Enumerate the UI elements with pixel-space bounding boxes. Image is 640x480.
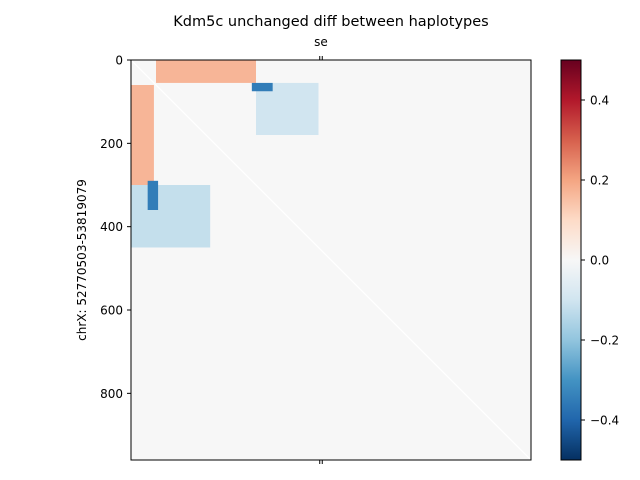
heatmap-patch-left-stripe-positive [131, 85, 154, 185]
colorbar [560, 59, 582, 461]
y-axis-label: chrX: 52770503-53819079 [75, 179, 89, 341]
heatmap-patch-col-stripe-negative-dark [147, 180, 159, 210]
y-tick-label: 200 [100, 137, 123, 151]
top-tick-label: se [314, 35, 328, 49]
heatmap-patch-col-stripe-negative [131, 185, 211, 248]
colorbar-tick-label: 0.4 [590, 94, 609, 108]
heatmap-diagonal [131, 60, 531, 460]
y-tick-label: 600 [100, 304, 123, 318]
colorbar-ticks: −0.4 −0.2 0.0 0.2 0.4 [581, 94, 619, 428]
y-tick-label: 800 [100, 387, 123, 401]
y-tick-label: 0 [115, 54, 123, 68]
chart-title: Kdm5c unchanged diff between haplotypes [173, 14, 488, 30]
plot-frame [130, 59, 532, 461]
colorbar-tick-label: 0.0 [590, 254, 609, 268]
colorbar-tick-label: −0.2 [590, 334, 619, 348]
heatmap-patch-row-stripe-negative [256, 82, 319, 135]
heatmap-patch-row-stripe-negative-dark [251, 82, 273, 92]
heatmap-patch-top-stripe-positive [156, 60, 256, 83]
colorbar-tick-label: 0.2 [590, 174, 609, 188]
y-tick-label: 400 [100, 220, 123, 234]
colorbar-tick-label: −0.4 [590, 414, 619, 428]
y-axis-ticks: 0 200 400 600 800 [100, 54, 131, 401]
heatmap-area [131, 60, 531, 460]
